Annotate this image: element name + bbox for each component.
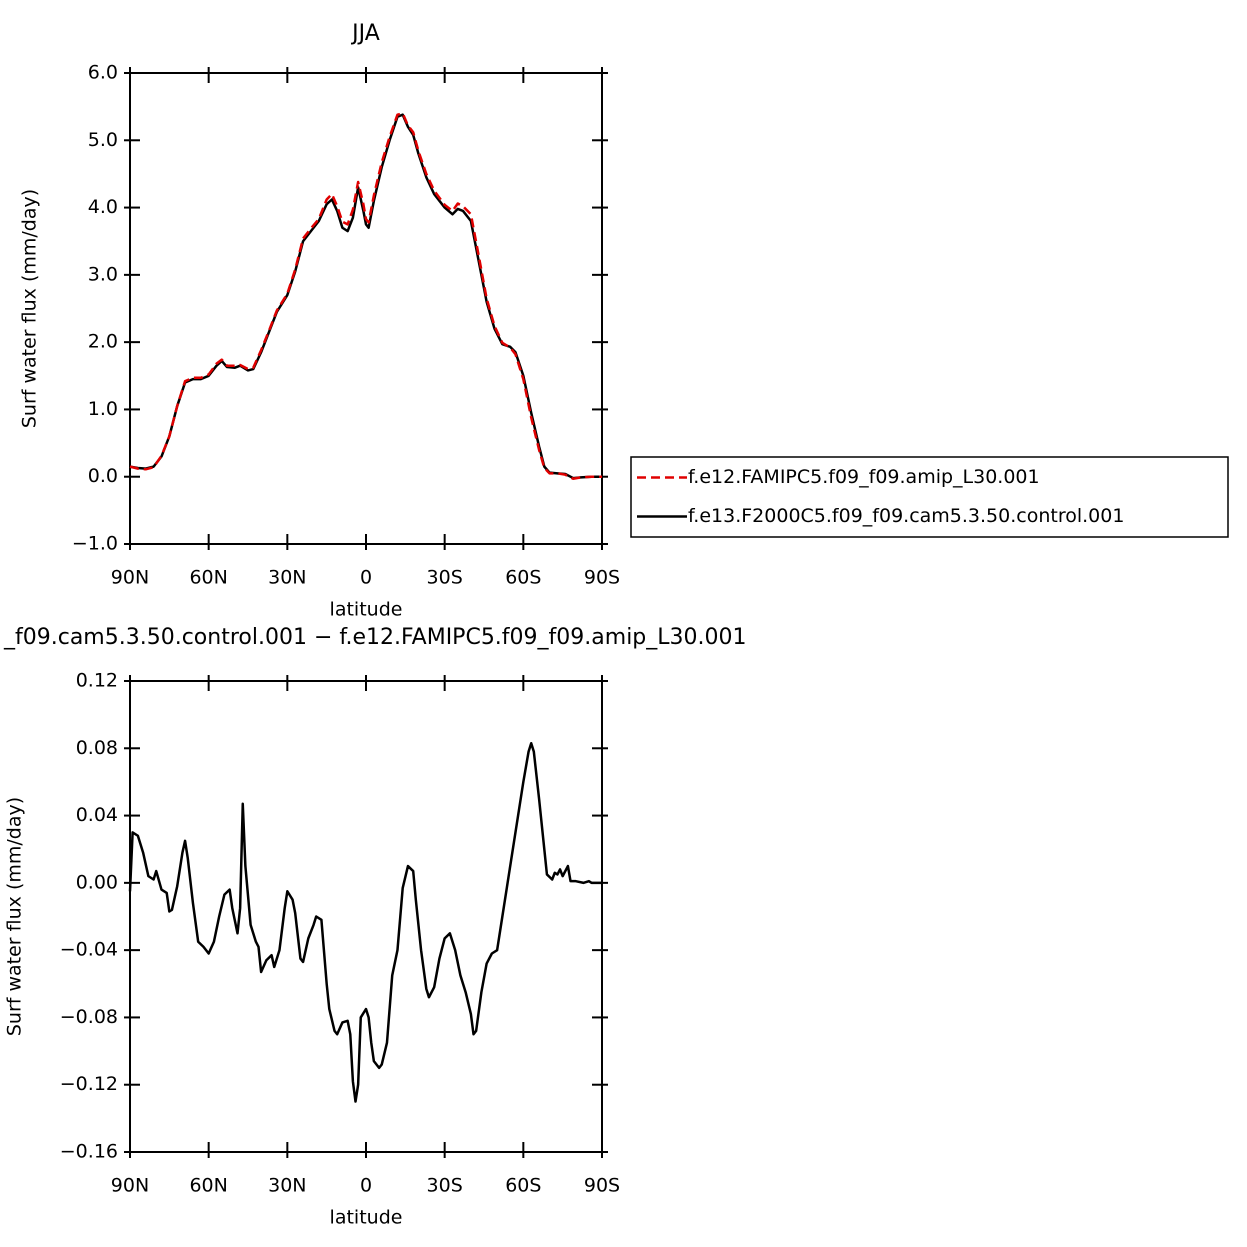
x-tick-label: 90S (584, 1175, 620, 1197)
x-tick-label: 90N (111, 567, 149, 589)
y-tick-label: 0.08 (76, 737, 118, 759)
chart-title: _f09.cam5.3.50.control.001 − f.e12.FAMIP… (3, 625, 747, 650)
x-tick-label: 30N (268, 567, 306, 589)
y-axis-label: Surf water flux (mm/day) (19, 189, 41, 428)
x-tick-label: 60N (189, 567, 227, 589)
y-tick-label: 6.0 (88, 62, 118, 84)
chart-title: JJA (350, 21, 380, 46)
x-tick-label: 90N (111, 1175, 149, 1197)
y-tick-label: −0.04 (60, 939, 118, 961)
plot-frame (129, 72, 603, 545)
x-tick-label: 30S (427, 1175, 463, 1197)
y-tick-label: −0.12 (60, 1073, 118, 1095)
x-tick-label: 60S (505, 567, 541, 589)
y-tick-label: 0.00 (76, 871, 118, 893)
legend-label: f.e12.FAMIPC5.f09_f09.amip_L30.001 (688, 466, 1040, 488)
legend-label: f.e13.F2000C5.f09_f09.cam5.3.50.control.… (688, 505, 1124, 527)
x-tick-label: 60S (505, 1175, 541, 1197)
x-tick-label: 0 (360, 1175, 372, 1197)
y-tick-label: 4.0 (88, 196, 118, 218)
x-tick-label: 90S (584, 567, 620, 589)
plot-frame (129, 680, 603, 1153)
y-tick-label: 0.04 (76, 804, 118, 826)
y-tick-label: 3.0 (88, 263, 118, 285)
y-tick-label: 1.0 (88, 398, 118, 420)
x-tick-label: 30S (427, 567, 463, 589)
y-tick-label: 2.0 (88, 331, 118, 353)
legend-box (630, 456, 1229, 538)
y-tick-label: 0.12 (76, 670, 118, 692)
y-tick-label: 0.0 (88, 465, 118, 487)
x-axis-label: latitude (330, 599, 403, 621)
y-tick-label: −1.0 (72, 533, 118, 555)
data-line (129, 113, 602, 480)
x-tick-label: 0 (360, 567, 372, 589)
y-tick-label: 5.0 (88, 129, 118, 151)
data-line (128, 741, 602, 1103)
x-tick-label: 30N (268, 1175, 306, 1197)
y-axis-label: Surf water flux (mm/day) (4, 797, 26, 1036)
x-axis-label: latitude (330, 1207, 403, 1229)
x-tick-label: 60N (189, 1175, 227, 1197)
data-line (129, 112, 602, 480)
y-tick-label: −0.08 (60, 1006, 118, 1028)
y-tick-label: −0.16 (60, 1141, 118, 1163)
